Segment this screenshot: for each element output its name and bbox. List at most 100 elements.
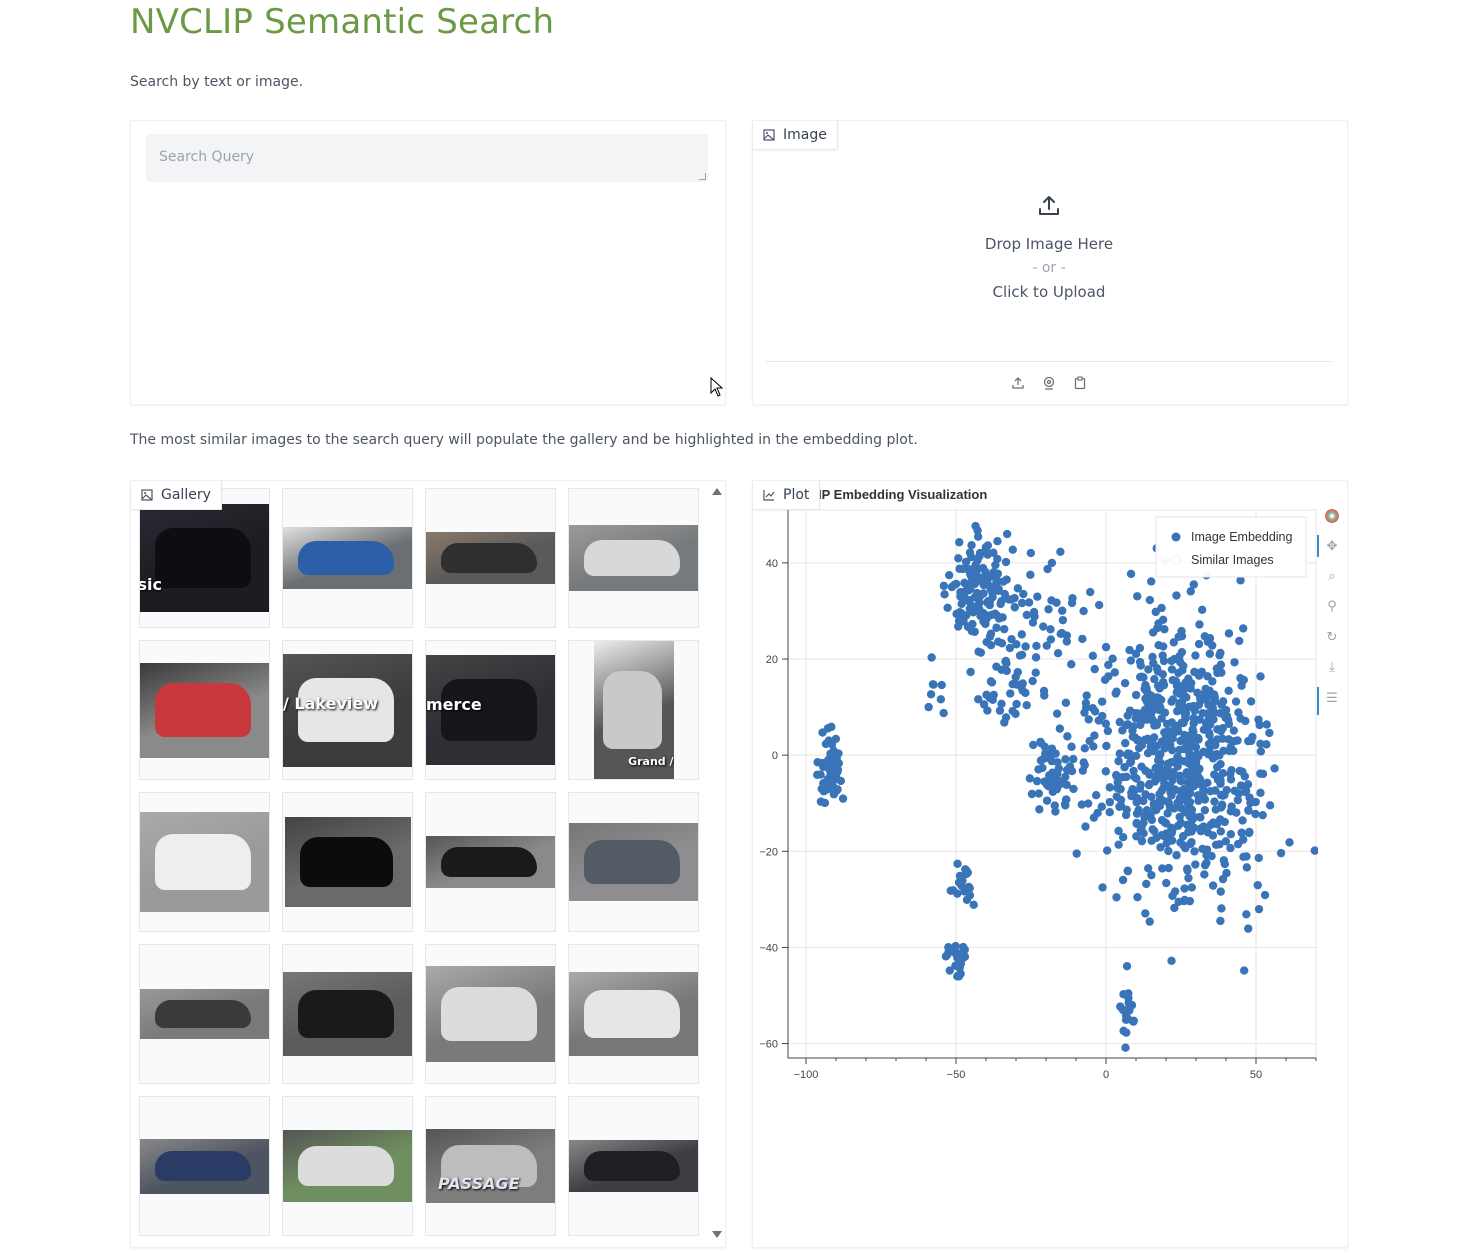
embedding-point bbox=[1182, 742, 1191, 751]
gallery-item[interactable] bbox=[282, 792, 413, 932]
gallery-item[interactable] bbox=[139, 640, 270, 780]
embedding-point bbox=[1270, 764, 1279, 773]
embedding-point bbox=[951, 941, 960, 951]
vehicle-shape bbox=[155, 1150, 251, 1182]
embedding-point bbox=[1184, 682, 1193, 691]
embedding-point bbox=[1044, 605, 1053, 614]
embedding-point bbox=[966, 667, 975, 677]
embedding-point bbox=[1175, 793, 1185, 803]
embedding-point bbox=[1172, 591, 1181, 600]
embedding-point bbox=[1002, 659, 1011, 668]
embedding-point bbox=[1209, 818, 1218, 827]
image-drop-zone[interactable]: Drop Image Here - or - Click to Upload bbox=[752, 190, 1346, 310]
embedding-point bbox=[1166, 781, 1175, 791]
embedding-point bbox=[1038, 763, 1047, 773]
embedding-point bbox=[997, 699, 1006, 709]
embedding-point bbox=[1168, 746, 1177, 755]
drop-image-text: Drop Image Here bbox=[984, 235, 1114, 253]
embedding-point bbox=[1205, 649, 1215, 658]
gallery-thumbnail bbox=[283, 1130, 412, 1202]
embedding-point bbox=[1251, 809, 1260, 819]
gallery-item[interactable]: isic bbox=[139, 488, 270, 628]
upload-source-icon[interactable] bbox=[1011, 376, 1025, 390]
embedding-point bbox=[1001, 557, 1011, 567]
box-zoom-icon[interactable]: ⌕ bbox=[1328, 569, 1336, 584]
embedding-point bbox=[1142, 879, 1151, 889]
embedding-point bbox=[1000, 718, 1009, 727]
embedding-point bbox=[1132, 809, 1142, 818]
embedding-point bbox=[1047, 744, 1057, 753]
embedding-point bbox=[1276, 848, 1286, 858]
gallery-item[interactable] bbox=[568, 792, 699, 932]
save-icon[interactable]: ⤓ bbox=[1329, 660, 1335, 675]
embedding-point bbox=[1187, 729, 1197, 738]
embedding-point bbox=[950, 580, 959, 589]
gallery-item[interactable]: / Lakeview bbox=[282, 640, 413, 780]
wheel-zoom-icon[interactable]: ⚲ bbox=[1327, 599, 1337, 614]
resize-handle-icon[interactable] bbox=[699, 173, 706, 180]
gallery-item[interactable]: Grand / bbox=[568, 640, 699, 780]
embedding-point bbox=[1197, 667, 1207, 677]
embedding-point bbox=[1025, 774, 1035, 783]
clipboard-icon[interactable] bbox=[1073, 376, 1087, 390]
pan-icon[interactable]: ✥ bbox=[1326, 539, 1338, 554]
gallery-item[interactable] bbox=[282, 488, 413, 628]
embedding-point bbox=[1158, 864, 1167, 873]
embedding-point bbox=[1126, 569, 1136, 579]
image-icon bbox=[763, 129, 775, 141]
embedding-point bbox=[1151, 607, 1160, 617]
embedding-point bbox=[1174, 727, 1183, 736]
gallery-item[interactable] bbox=[282, 1096, 413, 1236]
image-tab-label: Image bbox=[753, 121, 838, 150]
embedding-point bbox=[1098, 883, 1107, 892]
embedding-point bbox=[1265, 728, 1274, 738]
embedding-point bbox=[1084, 715, 1093, 724]
gallery-item[interactable] bbox=[282, 944, 413, 1084]
scroll-down-icon[interactable] bbox=[712, 1231, 722, 1238]
gallery-item[interactable]: PASSAGE bbox=[425, 1096, 556, 1236]
embedding-point bbox=[1163, 809, 1172, 818]
embedding-point bbox=[1033, 592, 1042, 601]
webcam-icon[interactable] bbox=[1042, 376, 1056, 390]
vehicle-shape bbox=[584, 1151, 680, 1181]
gallery-item[interactable] bbox=[568, 488, 699, 628]
gallery-item[interactable] bbox=[139, 792, 270, 932]
embedding-scatter-plot[interactable]: −100 −50 0 50 40 20 0 −20 −40 −60 Image Embedding S… bbox=[752, 505, 1318, 1095]
embedding-point bbox=[1191, 860, 1200, 869]
embedding-point bbox=[1067, 742, 1076, 751]
active-tool-indicator bbox=[1317, 687, 1319, 715]
legend-marker-embedding bbox=[1171, 532, 1181, 542]
embedding-point bbox=[1133, 892, 1142, 902]
embedding-point bbox=[1217, 904, 1226, 913]
hover-icon[interactable]: ☰ bbox=[1326, 691, 1338, 706]
embedding-point bbox=[1143, 734, 1152, 743]
gallery-item[interactable] bbox=[568, 1096, 699, 1236]
embedding-point bbox=[1174, 632, 1183, 641]
scroll-up-icon[interactable] bbox=[712, 488, 722, 495]
gallery-item[interactable] bbox=[568, 944, 699, 1084]
source-divider bbox=[766, 361, 1332, 362]
embedding-point bbox=[1103, 726, 1113, 736]
embedding-point bbox=[1035, 805, 1044, 814]
reset-icon[interactable]: ↻ bbox=[1326, 630, 1338, 645]
embedding-point bbox=[1078, 766, 1088, 775]
gallery-item[interactable] bbox=[425, 488, 556, 628]
vehicle-shape bbox=[584, 990, 680, 1038]
embedding-point bbox=[1150, 721, 1159, 730]
embedding-point bbox=[1190, 667, 1199, 677]
embedding-point bbox=[956, 969, 965, 978]
gallery-item[interactable] bbox=[139, 1096, 270, 1236]
embedding-point bbox=[1176, 736, 1185, 746]
gallery-item[interactable] bbox=[425, 792, 556, 932]
gallery-thumbnail bbox=[140, 812, 269, 912]
embedding-point bbox=[975, 552, 984, 561]
gallery-thumbnail bbox=[140, 662, 269, 758]
gallery-item[interactable] bbox=[139, 944, 270, 1084]
bokeh-logo-icon[interactable] bbox=[1324, 508, 1340, 524]
gallery-item[interactable] bbox=[425, 944, 556, 1084]
gallery-item[interactable]: merce bbox=[425, 640, 556, 780]
embedding-point bbox=[1199, 792, 1208, 801]
search-input[interactable] bbox=[146, 134, 708, 182]
embedding-point bbox=[1244, 736, 1253, 746]
embedding-point bbox=[957, 599, 966, 609]
